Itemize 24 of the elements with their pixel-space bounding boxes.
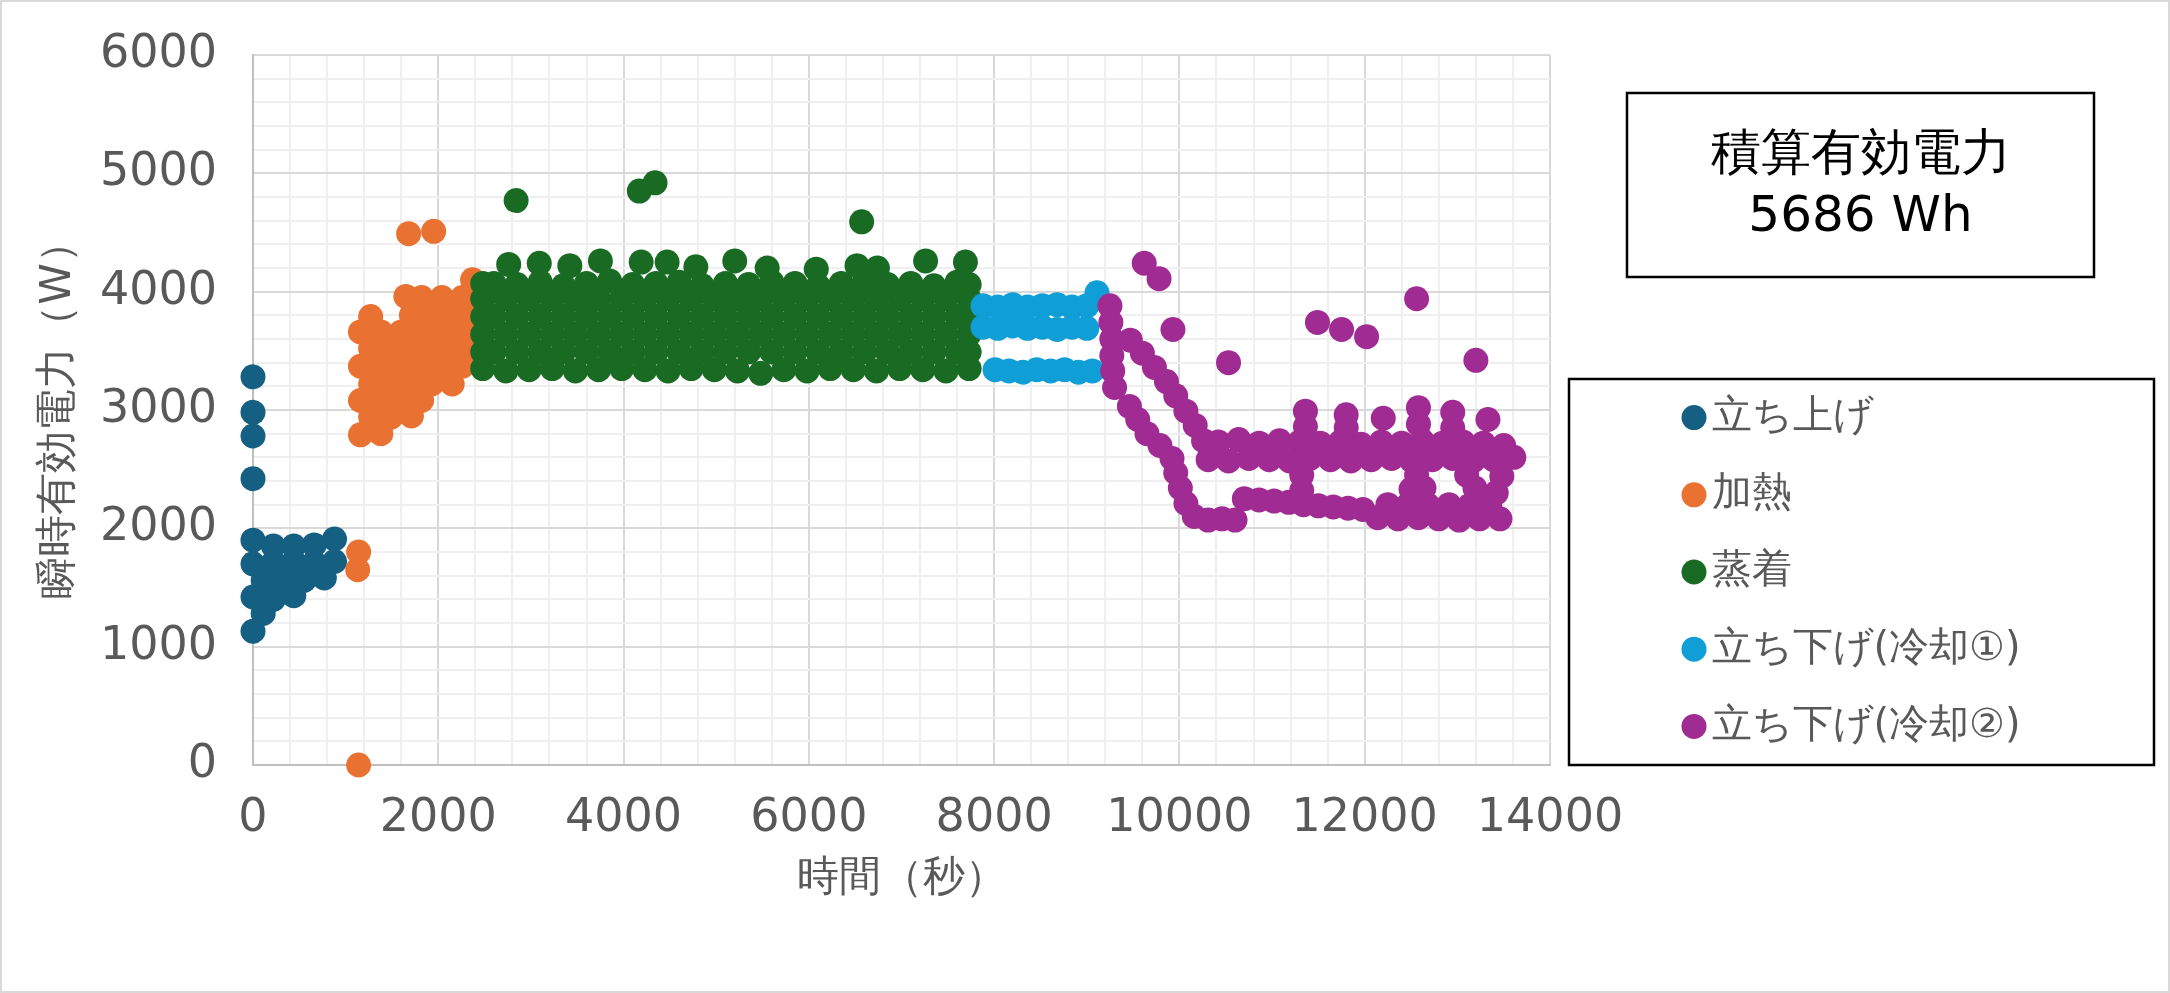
y-tick-label: 5000 (99, 142, 217, 197)
legend-label: 立ち下げ(冷却①) (1711, 622, 2021, 669)
legend-label: 立ち下げ(冷却②) (1711, 699, 2021, 746)
y-tick-label: 4000 (99, 260, 217, 315)
x-tick-label: 12000 (1291, 787, 1438, 842)
text: 5686 Wh (1748, 184, 1973, 243)
legend-label: 立ち上げ (1711, 390, 1874, 437)
text: 積算有効電力 (1710, 122, 2011, 181)
legend-label: 加熱 (1711, 468, 1792, 515)
legend-label: 蒸着 (1711, 545, 1792, 592)
x-tick-label: 0 (238, 787, 268, 842)
x-tick-label: 2000 (379, 787, 497, 842)
y-tick-label: 1000 (99, 615, 217, 670)
x-tick-label: 8000 (935, 787, 1053, 842)
x-tick-label: 14000 (1476, 787, 1624, 842)
y-tick-label: 2000 (99, 497, 217, 552)
x-tick-label: 10000 (1106, 787, 1253, 842)
y-tick-label: 6000 (99, 23, 217, 78)
x-axis-title: 時間（秒） (796, 850, 1007, 900)
y-axis-title: 瞬時有効電力（W） (31, 221, 81, 599)
y-tick-label: 0 (187, 733, 217, 788)
y-tick-label: 3000 (99, 378, 217, 433)
x-tick-label: 6000 (750, 787, 868, 842)
x-tick-label: 4000 (565, 787, 683, 842)
